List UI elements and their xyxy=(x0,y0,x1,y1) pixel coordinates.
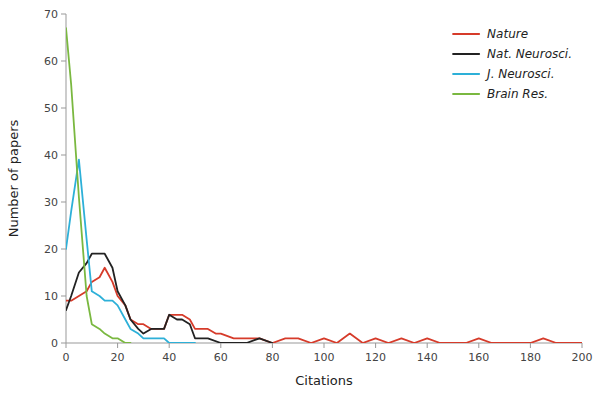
legend-swatch xyxy=(453,93,479,95)
x-tick-label: 160 xyxy=(468,351,489,364)
legend-swatch xyxy=(453,73,479,75)
legend-label: Nature xyxy=(487,27,528,41)
legend-swatch xyxy=(453,53,479,55)
x-tick-label: 40 xyxy=(162,351,176,364)
y-tick xyxy=(61,108,66,109)
x-tick-label: 140 xyxy=(417,351,438,364)
y-tick xyxy=(61,343,66,344)
chart-svg: 0 20 40 60 80 100 120 140 160 180 200 0 10 20 30 40 50 60… xyxy=(0,0,600,395)
legend-label: J. Neurosci. xyxy=(485,67,554,81)
x-tick xyxy=(117,343,118,348)
chart-container: 0 20 40 60 80 100 120 140 160 180 200 0 10 20 30 40 50 60… xyxy=(0,0,600,395)
y-tick-label: 0 xyxy=(51,337,58,350)
y-tick-label: 70 xyxy=(44,8,58,21)
x-tick xyxy=(530,343,531,348)
x-tick xyxy=(324,343,325,348)
y-tick xyxy=(61,155,66,156)
x-tick xyxy=(427,343,428,348)
x-tick xyxy=(220,343,221,348)
y-tick xyxy=(61,296,66,297)
x-tick xyxy=(272,343,273,348)
y-tick-label: 30 xyxy=(44,196,58,209)
x-tick xyxy=(169,343,170,348)
series-line xyxy=(66,28,131,343)
series-line xyxy=(66,254,272,343)
y-tick-label: 50 xyxy=(44,102,58,115)
y-tick xyxy=(61,61,66,62)
y-tick xyxy=(61,202,66,203)
y-axis-label: Number of papers xyxy=(6,119,21,237)
x-tick xyxy=(375,343,376,348)
x-tick-label: 200 xyxy=(572,351,593,364)
series-line xyxy=(66,160,195,343)
y-tick xyxy=(61,14,66,15)
x-tick-label: 80 xyxy=(265,351,279,364)
x-tick xyxy=(66,343,67,348)
legend-swatch xyxy=(453,33,479,35)
x-tick xyxy=(478,343,479,348)
x-axis-label: Citations xyxy=(295,373,353,388)
y-tick-label: 10 xyxy=(44,290,58,303)
x-tick-label: 20 xyxy=(111,351,125,364)
x-tick-label: 120 xyxy=(365,351,386,364)
x-tick-label: 100 xyxy=(314,351,335,364)
x-tick-label: 180 xyxy=(520,351,541,364)
x-tick-label: 60 xyxy=(214,351,228,364)
legend-label: Nat. Neurosci. xyxy=(487,47,572,61)
x-tick-label: 0 xyxy=(63,351,70,364)
axes: 0 20 40 60 80 100 120 140 160 180 200 0 10 20 30 40 50 60… xyxy=(44,8,593,364)
y-tick-label: 60 xyxy=(44,55,58,68)
y-tick-label: 40 xyxy=(44,149,58,162)
y-axis-line xyxy=(66,14,67,343)
plot-area xyxy=(66,28,582,343)
y-tick-label: 20 xyxy=(44,243,58,256)
y-tick xyxy=(61,249,66,250)
x-tick xyxy=(582,343,583,348)
legend-label: Brain Res. xyxy=(487,87,548,101)
series-line xyxy=(66,268,582,343)
legend: Nature Nat. Neurosci. J. Neurosci. Brain Re… xyxy=(453,27,572,101)
